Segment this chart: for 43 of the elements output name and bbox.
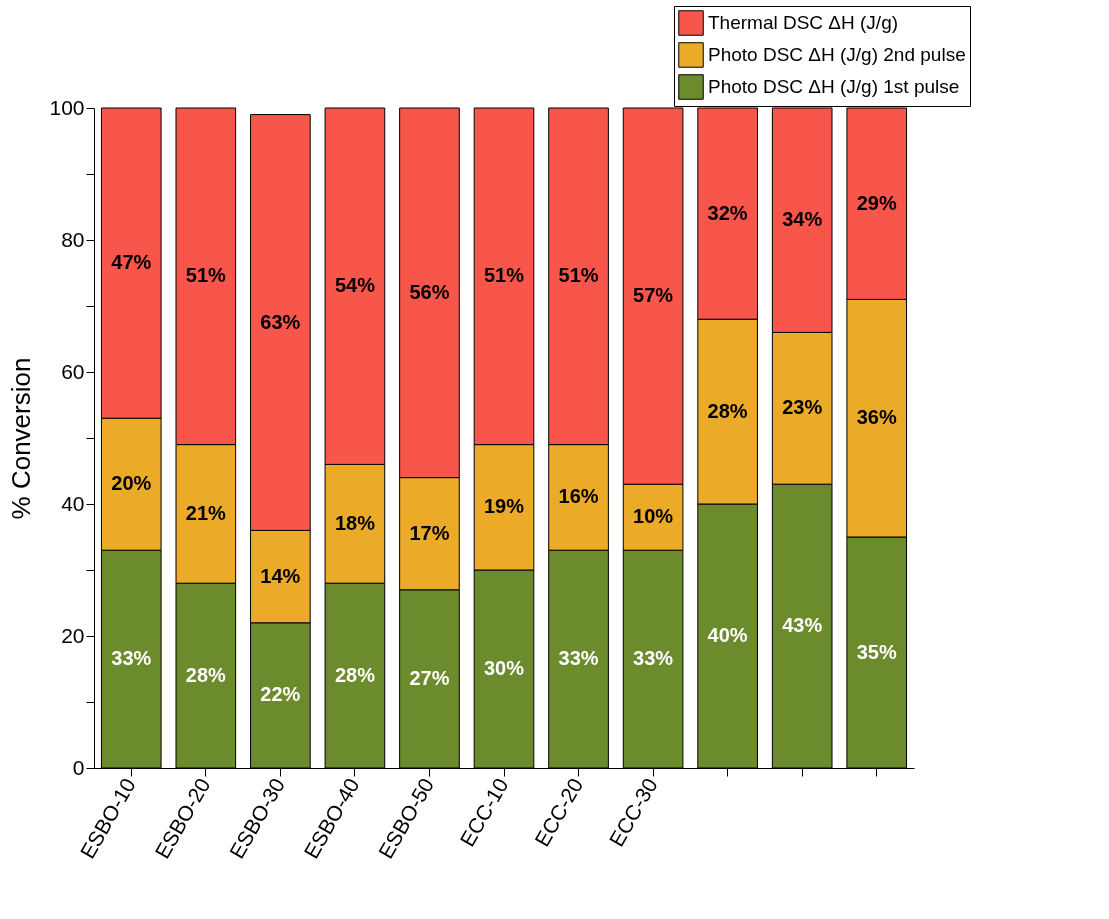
- data-label: 33%: [558, 647, 599, 670]
- legend-label: Photo DSC ΔH (J/g) 2nd pulse: [708, 44, 966, 65]
- data-label: 29%: [856, 191, 897, 214]
- data-label: 36%: [856, 406, 897, 429]
- y-tick-label: 40: [61, 491, 85, 515]
- data-label: 20%: [111, 472, 152, 495]
- data-label: 51%: [558, 264, 599, 287]
- data-label: 19%: [483, 495, 525, 518]
- y-tick-label: 20: [61, 623, 85, 647]
- data-label: 23%: [782, 396, 823, 419]
- y-tick-label: 80: [61, 227, 85, 251]
- y-tick-label: 0: [72, 755, 85, 779]
- y-axis-title: % Conversion: [6, 357, 37, 520]
- data-label: 22%: [260, 683, 301, 706]
- data-label: 34%: [782, 208, 823, 231]
- data-label: 40%: [707, 624, 748, 646]
- legend-label: Thermal DSC ΔH (J/g): [708, 12, 899, 33]
- data-label: 10%: [633, 505, 674, 528]
- data-label: 27%: [409, 666, 450, 689]
- data-label: 21%: [185, 501, 227, 524]
- data-label: 32%: [707, 201, 748, 224]
- data-label: 56%: [409, 280, 450, 303]
- data-label: 33%: [633, 647, 674, 670]
- data-label: 51%: [185, 264, 227, 287]
- data-label: 30%: [483, 657, 525, 679]
- data-label: 14%: [260, 564, 301, 587]
- data-label: 28%: [334, 663, 376, 686]
- data-label: 17%: [409, 521, 450, 544]
- data-label: 33%: [111, 647, 152, 670]
- y-tick-label: 100: [49, 95, 85, 119]
- legend-label: Photo DSC ΔH (J/g) 1st pulse: [708, 76, 960, 97]
- data-label: 16%: [558, 485, 599, 508]
- data-label: 51%: [483, 264, 525, 287]
- data-label: 57%: [633, 284, 674, 307]
- data-label: 35%: [856, 640, 897, 663]
- data-label: 28%: [707, 399, 748, 422]
- y-tick-label: 60: [61, 359, 85, 383]
- data-label: 28%: [185, 663, 227, 686]
- data-label: 43%: [782, 614, 823, 637]
- data-label: 54%: [334, 274, 376, 297]
- data-label: 18%: [334, 511, 376, 534]
- data-label: 47%: [111, 251, 152, 274]
- data-label: 63%: [260, 310, 301, 333]
